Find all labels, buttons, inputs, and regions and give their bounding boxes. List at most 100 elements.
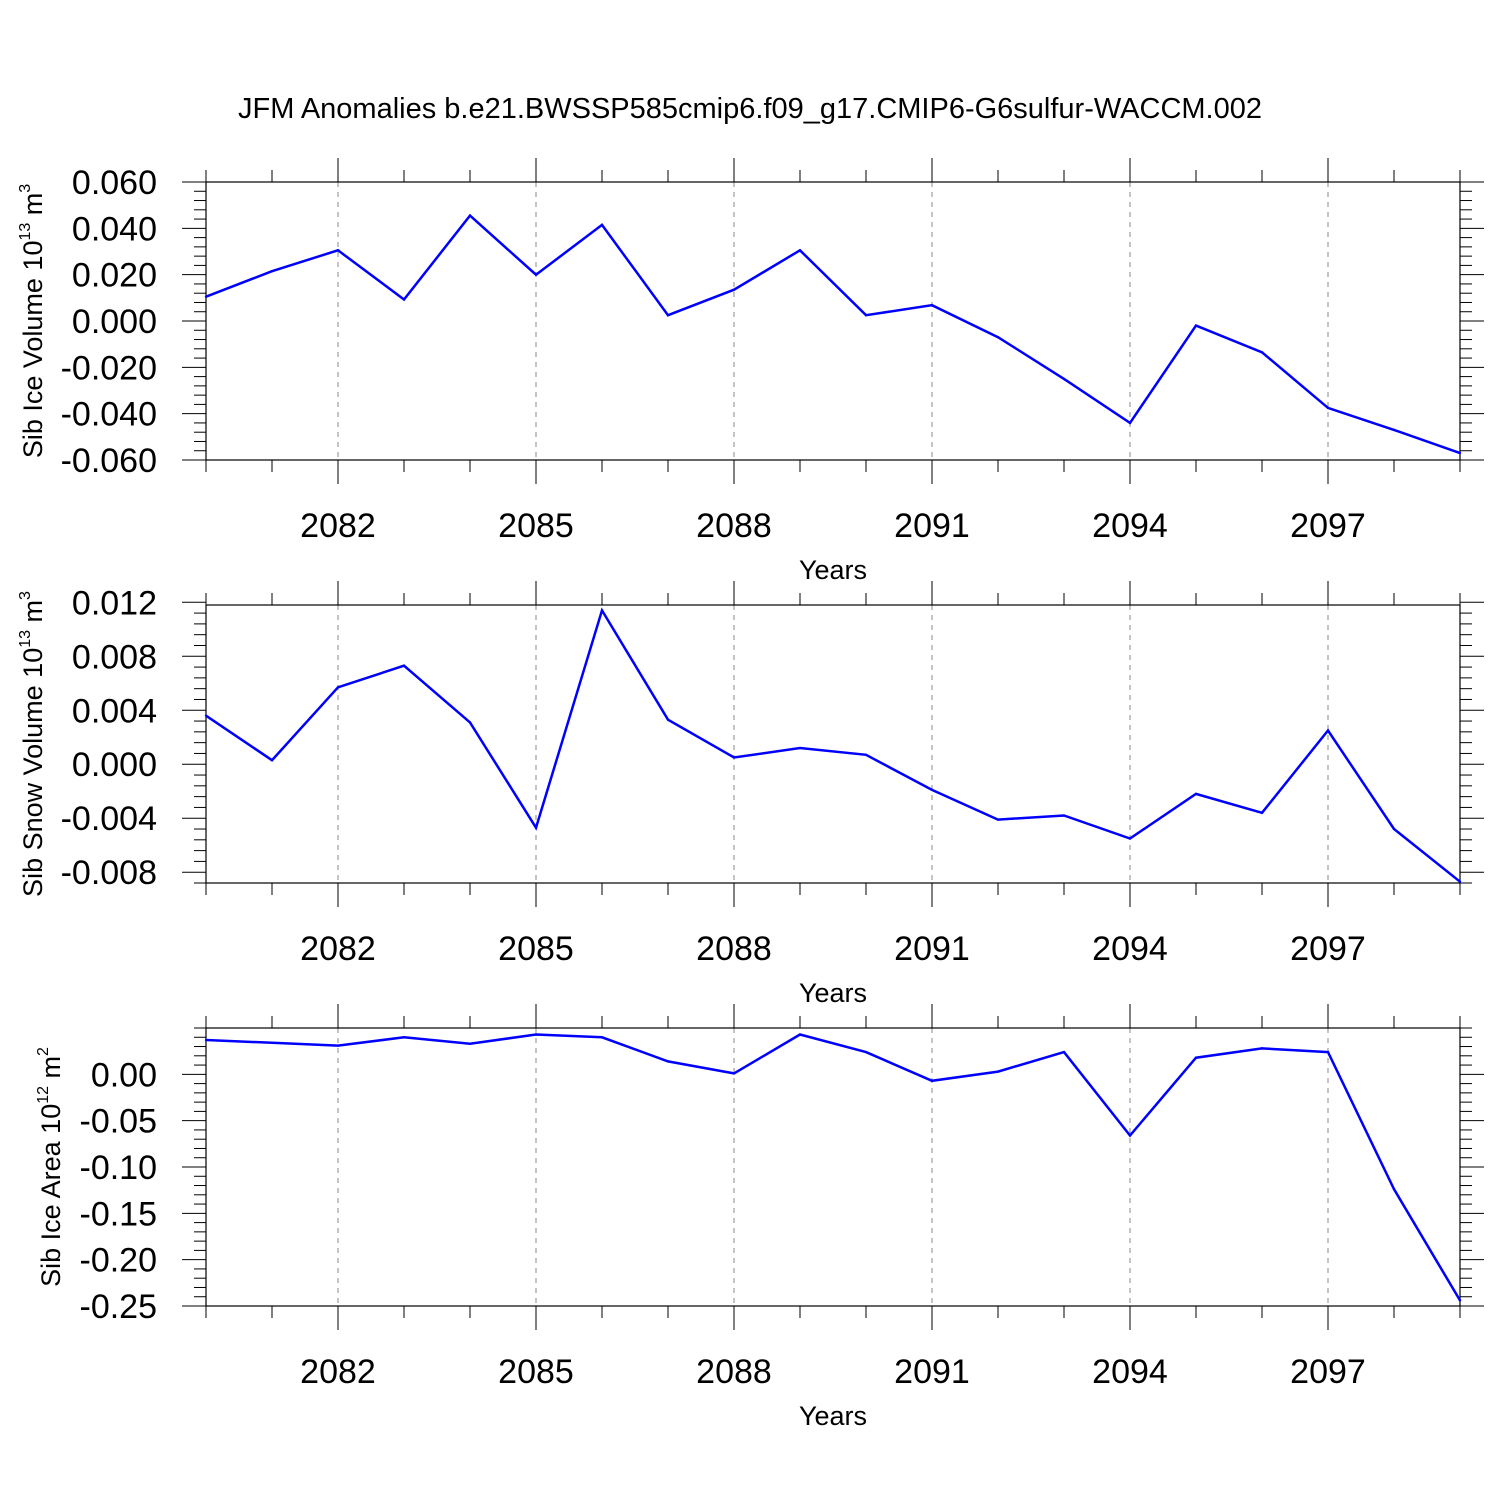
data-point-2083 — [402, 1036, 406, 1039]
data-point-2088 — [732, 1072, 736, 1075]
y-axis-title: Sib Ice Area 1012 m2 — [35, 1047, 66, 1287]
data-point-2095 — [1194, 1056, 1198, 1059]
series-line — [205, 607, 1461, 883]
x-tick-label-2085: 2085 — [498, 1353, 574, 1391]
x-axis-title: Years — [799, 978, 867, 1008]
data-point-2090 — [864, 1050, 868, 1054]
panel-3: 2082 2085 2088 2091 2094 2097 -0.25 -0.20 -0.15 -… — [35, 1004, 1484, 1431]
y-tick-label-0.012: 0.012 — [72, 584, 157, 622]
x-tick-label-2088: 2088 — [696, 507, 772, 545]
data-point-2089 — [798, 1033, 802, 1036]
x-tick-label-2085: 2085 — [498, 930, 574, 968]
panel-1: 2082 2085 2088 2091 2094 2097 -0.060 -0.040 -0.0… — [17, 158, 1484, 585]
plot-frame — [205, 604, 1461, 884]
data-point-2092 — [996, 818, 1000, 821]
x-tick-label-2088: 2088 — [696, 1353, 772, 1391]
data-point-2083 — [402, 298, 406, 301]
data-point-2097 — [1326, 406, 1330, 410]
data-point-2099 — [1458, 451, 1462, 455]
y-tick-label--0.10: -0.10 — [80, 1149, 158, 1187]
y-tick-label--0.008: -0.008 — [61, 854, 157, 892]
data-point-2099 — [1458, 880, 1462, 883]
data-point-2082 — [336, 1044, 340, 1047]
data-point-2094 — [1128, 1134, 1132, 1137]
plot-frame — [205, 1027, 1461, 1307]
y-tick-label-0.004: 0.004 — [72, 692, 157, 730]
data-point-2092 — [996, 1070, 1000, 1073]
data-point-2092 — [996, 336, 1000, 339]
data-point-2085 — [534, 273, 538, 276]
y-tick-label-0.00: 0.00 — [91, 1056, 157, 1094]
data-point-2090 — [864, 753, 868, 756]
data-point-2090 — [864, 314, 868, 317]
x-tick-label-2091: 2091 — [894, 507, 970, 545]
data-point-2091 — [930, 304, 934, 307]
data-point-2087 — [666, 1060, 670, 1063]
data-point-2091 — [930, 1079, 934, 1083]
x-axis-title: Years — [799, 555, 867, 585]
data-point-2098 — [1392, 827, 1396, 831]
x-tick-label-2097: 2097 — [1290, 930, 1366, 968]
data-point-2082 — [336, 249, 340, 252]
data-point-2099 — [1458, 1299, 1462, 1302]
x-tick-label-2085: 2085 — [498, 507, 574, 545]
data-point-2081 — [270, 1041, 274, 1045]
data-point-2098 — [1392, 1188, 1396, 1191]
x-tick-label-2082: 2082 — [300, 930, 376, 968]
data-point-2084 — [468, 214, 472, 217]
series-line — [205, 213, 1461, 455]
data-point-2096 — [1260, 811, 1264, 815]
y-tick-label-0.008: 0.008 — [72, 638, 157, 676]
x-tick-label-2097: 2097 — [1290, 507, 1366, 545]
y-tick-label--0.25: -0.25 — [80, 1288, 158, 1326]
data-point-2093 — [1062, 814, 1066, 817]
y-tick-label--0.15: -0.15 — [80, 1195, 158, 1233]
chart-title: JFM Anomalies b.e21.BWSSP585cmip6.f09_g1… — [238, 93, 1262, 125]
y-tick-label--0.020: -0.020 — [61, 349, 157, 387]
data-point-2085 — [534, 1033, 538, 1036]
y-axis-title: Sib Ice Volume 1013 m3 — [17, 184, 48, 458]
data-point-2089 — [798, 746, 802, 750]
x-tick-label-2091: 2091 — [894, 1353, 970, 1391]
data-point-2080 — [204, 1038, 208, 1042]
y-tick-label--0.20: -0.20 — [80, 1242, 158, 1280]
data-point-2093 — [1062, 1050, 1066, 1054]
y-tick-label-0.000: 0.000 — [72, 303, 157, 341]
chart-panels: 2082 2085 2088 2091 2094 2097 -0.060 -0.040 -0.0… — [17, 158, 1484, 1431]
x-tick-label-2082: 2082 — [300, 1353, 376, 1391]
data-point-2094 — [1128, 837, 1132, 840]
data-point-2087 — [666, 718, 670, 721]
data-point-2084 — [468, 1042, 472, 1045]
x-tick-label-2097: 2097 — [1290, 1353, 1366, 1391]
y-tick-label-0.040: 0.040 — [72, 210, 157, 248]
y-tick-label-0.000: 0.000 — [72, 746, 157, 784]
x-tick-label-2094: 2094 — [1092, 507, 1168, 545]
data-point-2088 — [732, 288, 736, 291]
x-tick-label-2094: 2094 — [1092, 1353, 1168, 1391]
data-point-2095 — [1194, 324, 1198, 327]
data-point-2087 — [666, 314, 670, 317]
y-tick-label--0.004: -0.004 — [61, 800, 157, 838]
data-point-2089 — [798, 249, 802, 252]
plot-frame — [205, 181, 1461, 461]
data-point-2096 — [1260, 1047, 1264, 1050]
x-tick-label-2088: 2088 — [696, 930, 772, 968]
data-point-2095 — [1194, 792, 1198, 796]
panel-2: 2082 2085 2088 2091 2094 2097 -0.008 -0.004 0.00… — [17, 581, 1484, 1008]
data-point-2093 — [1062, 377, 1066, 381]
data-point-2083 — [402, 664, 406, 667]
y-tick-label--0.040: -0.040 — [61, 396, 157, 434]
data-point-2086 — [600, 1036, 604, 1039]
x-tick-label-2091: 2091 — [894, 930, 970, 968]
y-tick-label-0.020: 0.020 — [72, 257, 157, 295]
data-point-2084 — [468, 721, 472, 724]
data-point-2094 — [1128, 421, 1132, 425]
data-point-2080 — [204, 714, 208, 717]
data-point-2091 — [930, 788, 934, 792]
y-tick-label--0.060: -0.060 — [61, 442, 157, 480]
x-tick-label-2094: 2094 — [1092, 930, 1168, 968]
data-point-2097 — [1326, 729, 1330, 732]
data-point-2082 — [336, 686, 340, 689]
x-axis-title: Years — [799, 1401, 867, 1431]
